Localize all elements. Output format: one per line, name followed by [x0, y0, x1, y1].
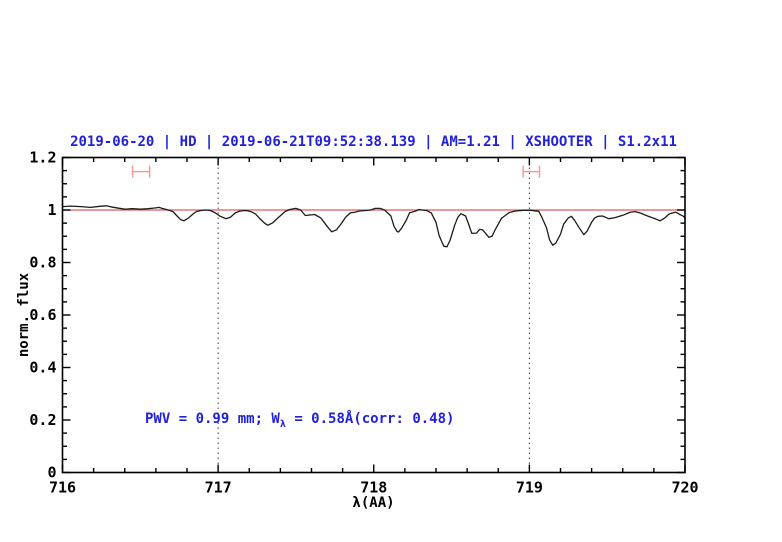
y-tick-label: 1: [47, 201, 56, 219]
y-tick-label: 1.2: [29, 149, 56, 167]
x-tick-label: 719: [516, 479, 543, 497]
y-tick-label: 0.8: [29, 254, 56, 272]
pwv-annotation-prefix: PWV = 0.99 mm; W: [145, 411, 280, 427]
x-tick-label: 718: [360, 479, 387, 497]
plot-title: 2019-06-20 | HD | 2019-06-21T09:52:38.13…: [70, 134, 677, 150]
y-tick-label: 0.6: [29, 306, 56, 324]
x-tick-label: 716: [49, 479, 76, 497]
y-tick-label: 0: [47, 464, 56, 482]
x-tick-label: 720: [671, 479, 698, 497]
x-tick-label: 717: [205, 479, 232, 497]
y-tick-label: 0.4: [29, 359, 56, 377]
pwv-annotation-subscript: λ: [279, 418, 286, 430]
spectrum-line: [61, 205, 686, 248]
pwv-annotation: PWV = 0.99 mm; Wλ = 0.58Å(corr: 0.48): [145, 411, 454, 430]
pwv-annotation-suffix: = 0.58Å(corr: 0.48): [285, 411, 455, 427]
x-axis-label: λ(AA): [352, 495, 395, 511]
y-tick-label: 0.2: [29, 411, 56, 429]
y-axis-label: norm. flux: [16, 272, 32, 358]
